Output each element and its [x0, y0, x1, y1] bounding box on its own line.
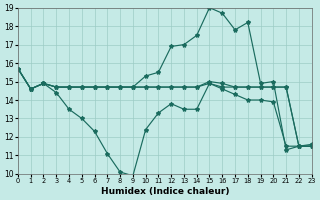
X-axis label: Humidex (Indice chaleur): Humidex (Indice chaleur)	[100, 187, 229, 196]
